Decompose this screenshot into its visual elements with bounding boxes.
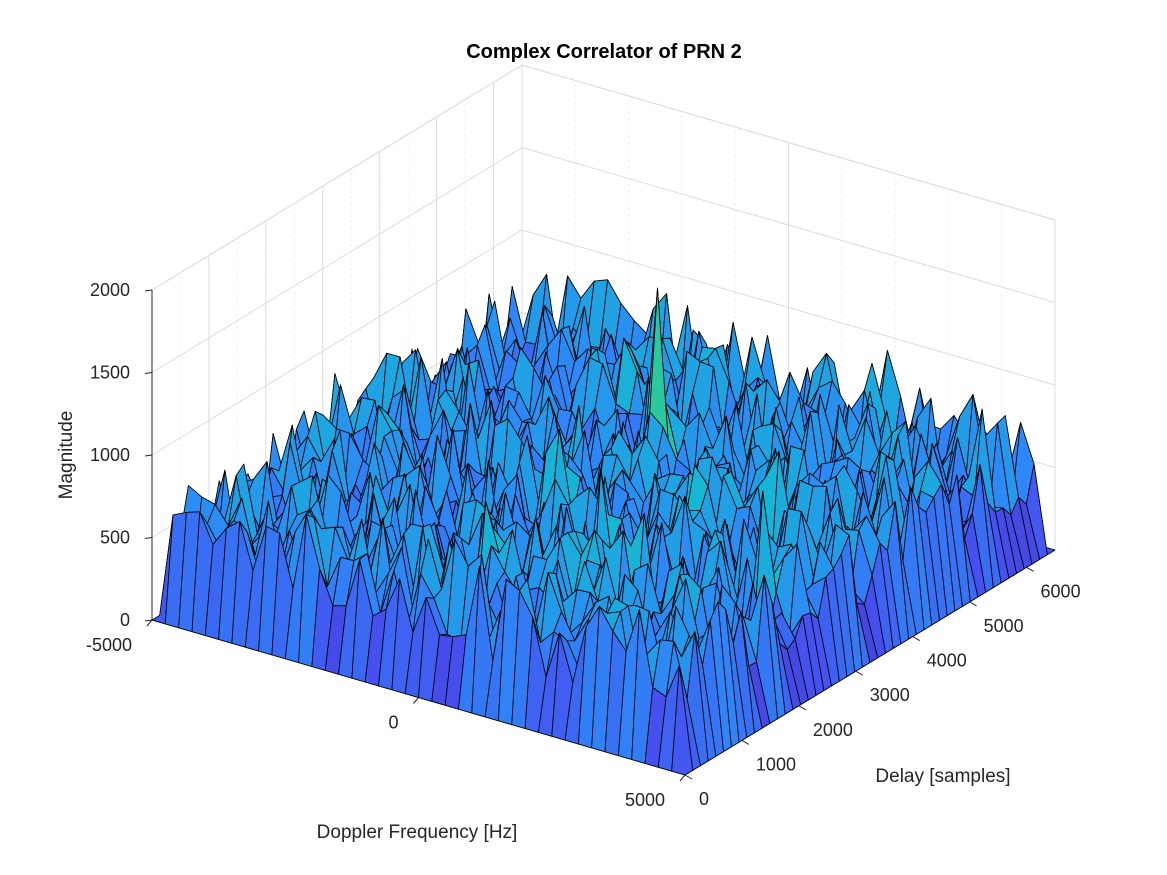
- z-tick-label: 1000: [90, 445, 130, 465]
- surface-facet: [671, 665, 694, 776]
- y-tick-label: 3000: [870, 685, 910, 705]
- x-tick: [146, 619, 153, 627]
- x-tick: [413, 697, 419, 704]
- y-tick: [855, 670, 864, 676]
- x-tick: [679, 774, 686, 782]
- y-tick-label: 0: [699, 789, 709, 809]
- z-tick-label: 500: [100, 528, 130, 548]
- y-tick-label: 5000: [984, 616, 1024, 636]
- y-tick-label: 2000: [813, 720, 853, 740]
- z-tick-label: 0: [120, 610, 130, 630]
- y-tick: [1026, 566, 1034, 572]
- y-tick: [969, 601, 977, 607]
- correlation-surface: [151, 273, 1056, 776]
- z-grid-line: [151, 229, 523, 456]
- z-tick: [144, 289, 153, 292]
- chart-title: Complex Correlator of PRN 2: [466, 41, 742, 63]
- z-tick: [144, 537, 153, 539]
- y-tick: [798, 705, 807, 711]
- box-edge: [151, 64, 523, 291]
- y-tick: [912, 636, 920, 641]
- x-tick-label: 5000: [625, 790, 665, 810]
- z-axis-label: Magnitude: [56, 411, 77, 500]
- x-axis-label: Doppler Frequency [Hz]: [317, 822, 518, 843]
- x-tick-label: -5000: [86, 635, 132, 655]
- y-tick: [741, 739, 750, 745]
- z-tick-label: 1500: [90, 363, 130, 383]
- y-tick-label: 4000: [927, 651, 967, 671]
- y-tick-label: 1000: [756, 754, 796, 774]
- box-edge: [521, 64, 1056, 221]
- y-tick: [684, 774, 693, 780]
- y-axis-label: Delay [samples]: [875, 766, 1010, 787]
- z-tick-label: 2000: [90, 280, 130, 300]
- z-tick: [144, 619, 153, 622]
- x-tick-label: 0: [388, 713, 398, 733]
- z-tick: [144, 372, 153, 374]
- y-tick-label: 6000: [1041, 581, 1081, 601]
- z-tick: [144, 454, 153, 457]
- tick-labels: 0 500 1000 1500 2000 -5000 0 5000 0 1000 2000 3000 4…: [86, 280, 1081, 810]
- z-grid-line: [151, 147, 523, 373]
